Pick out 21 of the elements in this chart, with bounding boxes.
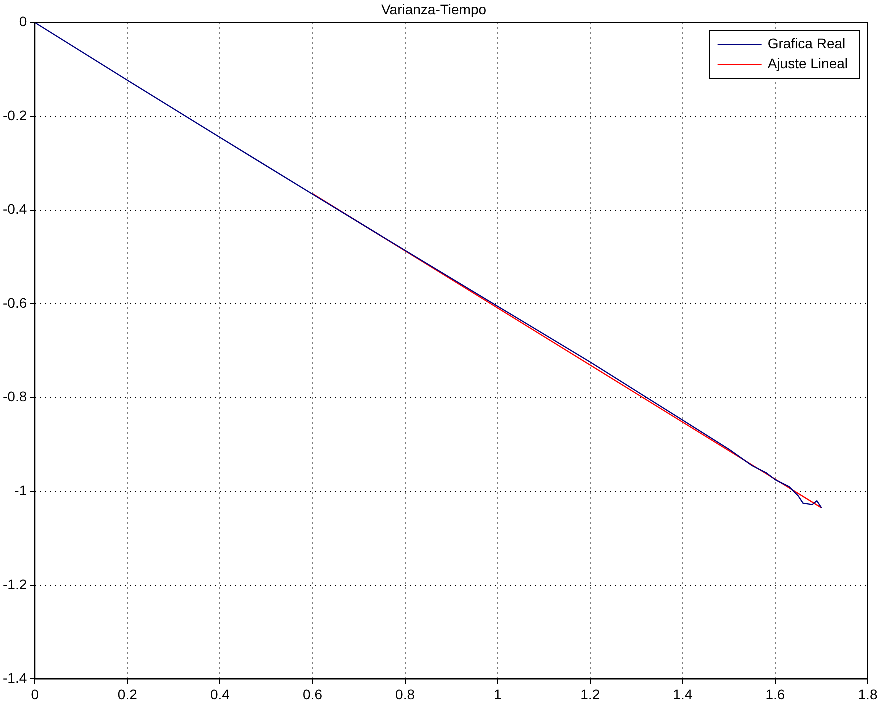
y-tick-label: -0.2 <box>3 107 28 124</box>
y-tick-label: -0.4 <box>3 201 28 218</box>
x-tick-label: 1 <box>494 686 502 702</box>
y-tick-label: -0.8 <box>3 388 28 405</box>
legend-label: Grafica Real <box>768 36 846 52</box>
y-tick-label: -1.2 <box>3 576 28 592</box>
x-tick-label: 0.2 <box>118 686 138 702</box>
y-tick-label: -1 <box>14 482 28 499</box>
x-tick-label: 0.8 <box>396 686 416 702</box>
x-tick-label: 1.4 <box>673 686 693 702</box>
y-tick-label: -1.4 <box>3 670 28 686</box>
legend-label: Ajuste Lineal <box>768 56 848 72</box>
x-tick-label: 0 <box>31 686 40 702</box>
x-tick-label: 1.8 <box>858 686 878 702</box>
x-tick-label: 0.4 <box>210 686 230 702</box>
chart-title: Varianza-Tiempo <box>381 1 487 18</box>
y-tick-label: 0 <box>19 14 28 30</box>
x-tick-label: 1.2 <box>580 686 600 702</box>
y-tick-label: -0.6 <box>3 294 28 311</box>
x-tick-label: 0.6 <box>303 686 323 702</box>
x-tick-label: 1.6 <box>766 686 786 702</box>
